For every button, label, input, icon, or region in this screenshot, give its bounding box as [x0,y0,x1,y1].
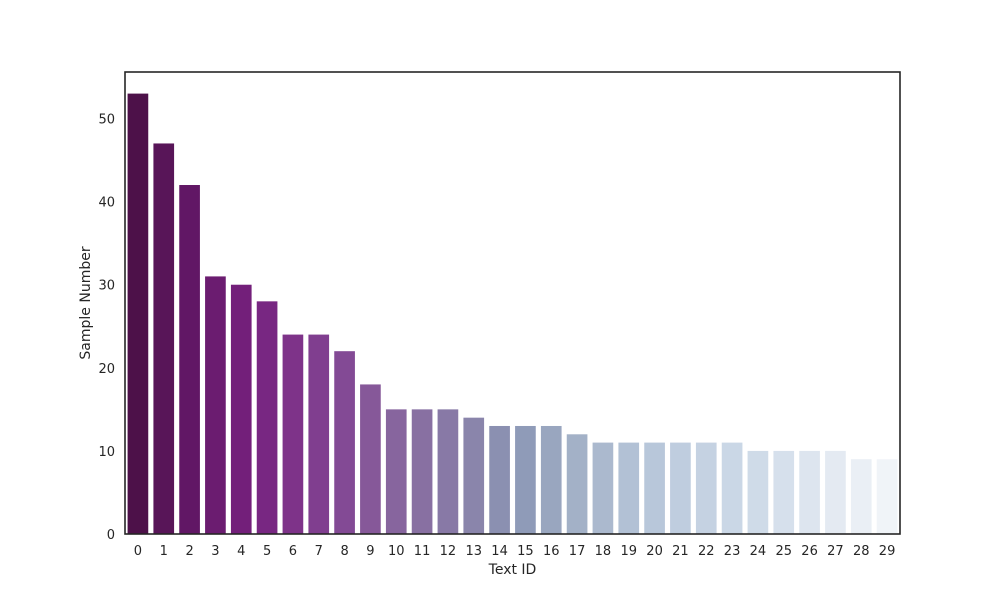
bar [618,442,640,534]
bar [411,409,433,534]
bar [515,425,536,534]
x-tick-label: 9 [366,544,374,559]
bar [334,351,355,534]
bar [670,442,691,534]
x-tick-label: 24 [750,544,767,559]
x-tick-label: 12 [440,544,457,559]
x-tick-label: 25 [775,544,792,559]
bar [256,301,278,534]
x-axis-label: Text ID [488,562,537,578]
plot-frame [124,71,901,535]
bar [566,434,588,534]
x-tick-label: 1 [160,544,168,559]
bar [721,442,743,534]
y-tick-label: 30 [98,279,115,294]
bar [205,276,226,534]
x-tick-label: 16 [543,544,560,559]
bar [127,93,149,534]
bar [463,417,485,534]
x-tick-label: 22 [698,544,715,559]
y-tick-label: 0 [107,528,115,543]
bar [695,442,717,534]
x-tick-label: 18 [595,544,612,559]
x-tick-label: 8 [340,544,348,559]
bar [540,425,562,534]
x-tick-label: 5 [263,544,271,559]
x-tick-label: 3 [211,544,219,559]
bar [592,442,614,534]
x-tick-label: 7 [315,544,323,559]
x-tick-label: 17 [569,544,586,559]
x-tick-label: 29 [879,544,896,559]
x-tick-label: 21 [672,544,689,559]
bar [153,143,175,534]
bar [773,450,795,534]
x-tick-label: 4 [237,544,245,559]
x-tick-labels: 0 1 2 3 4 5 6 7 8 9 10 11 12 13 14 15 16 17 18 19 20 21 22 23 24… [134,544,896,559]
y-axis-label: Sample Number [78,246,94,359]
bars-group [127,93,898,534]
bar [825,450,846,534]
bar [282,334,304,534]
x-tick-label: 28 [853,544,870,559]
x-tick-label: 14 [491,544,508,559]
bar [799,450,820,534]
x-tick-label: 10 [388,544,405,559]
bar [360,384,381,534]
bar [850,459,872,534]
x-tick-label: 20 [646,544,663,559]
x-tick-label: 6 [289,544,297,559]
y-tick-labels: 0 10 20 30 40 50 [98,113,115,543]
bar [179,185,200,534]
y-tick-label: 20 [98,362,115,377]
bar [437,409,459,534]
x-tick-label: 19 [620,544,637,559]
bar [747,450,769,534]
y-tick-label: 50 [98,113,115,128]
x-tick-label: 0 [134,544,142,559]
x-tick-label: 2 [185,544,193,559]
x-tick-label: 23 [724,544,741,559]
bar [876,459,898,534]
bar [385,409,407,534]
x-tick-label: 27 [827,544,844,559]
x-tick-label: 13 [465,544,482,559]
y-tick-label: 40 [98,196,115,211]
y-tick-label: 10 [98,445,115,460]
x-tick-label: 15 [517,544,534,559]
bar [644,442,665,534]
bar [230,284,252,534]
x-tick-label: 11 [414,544,431,559]
x-tick-label: 26 [801,544,818,559]
bar [489,425,510,534]
bar [308,334,330,534]
